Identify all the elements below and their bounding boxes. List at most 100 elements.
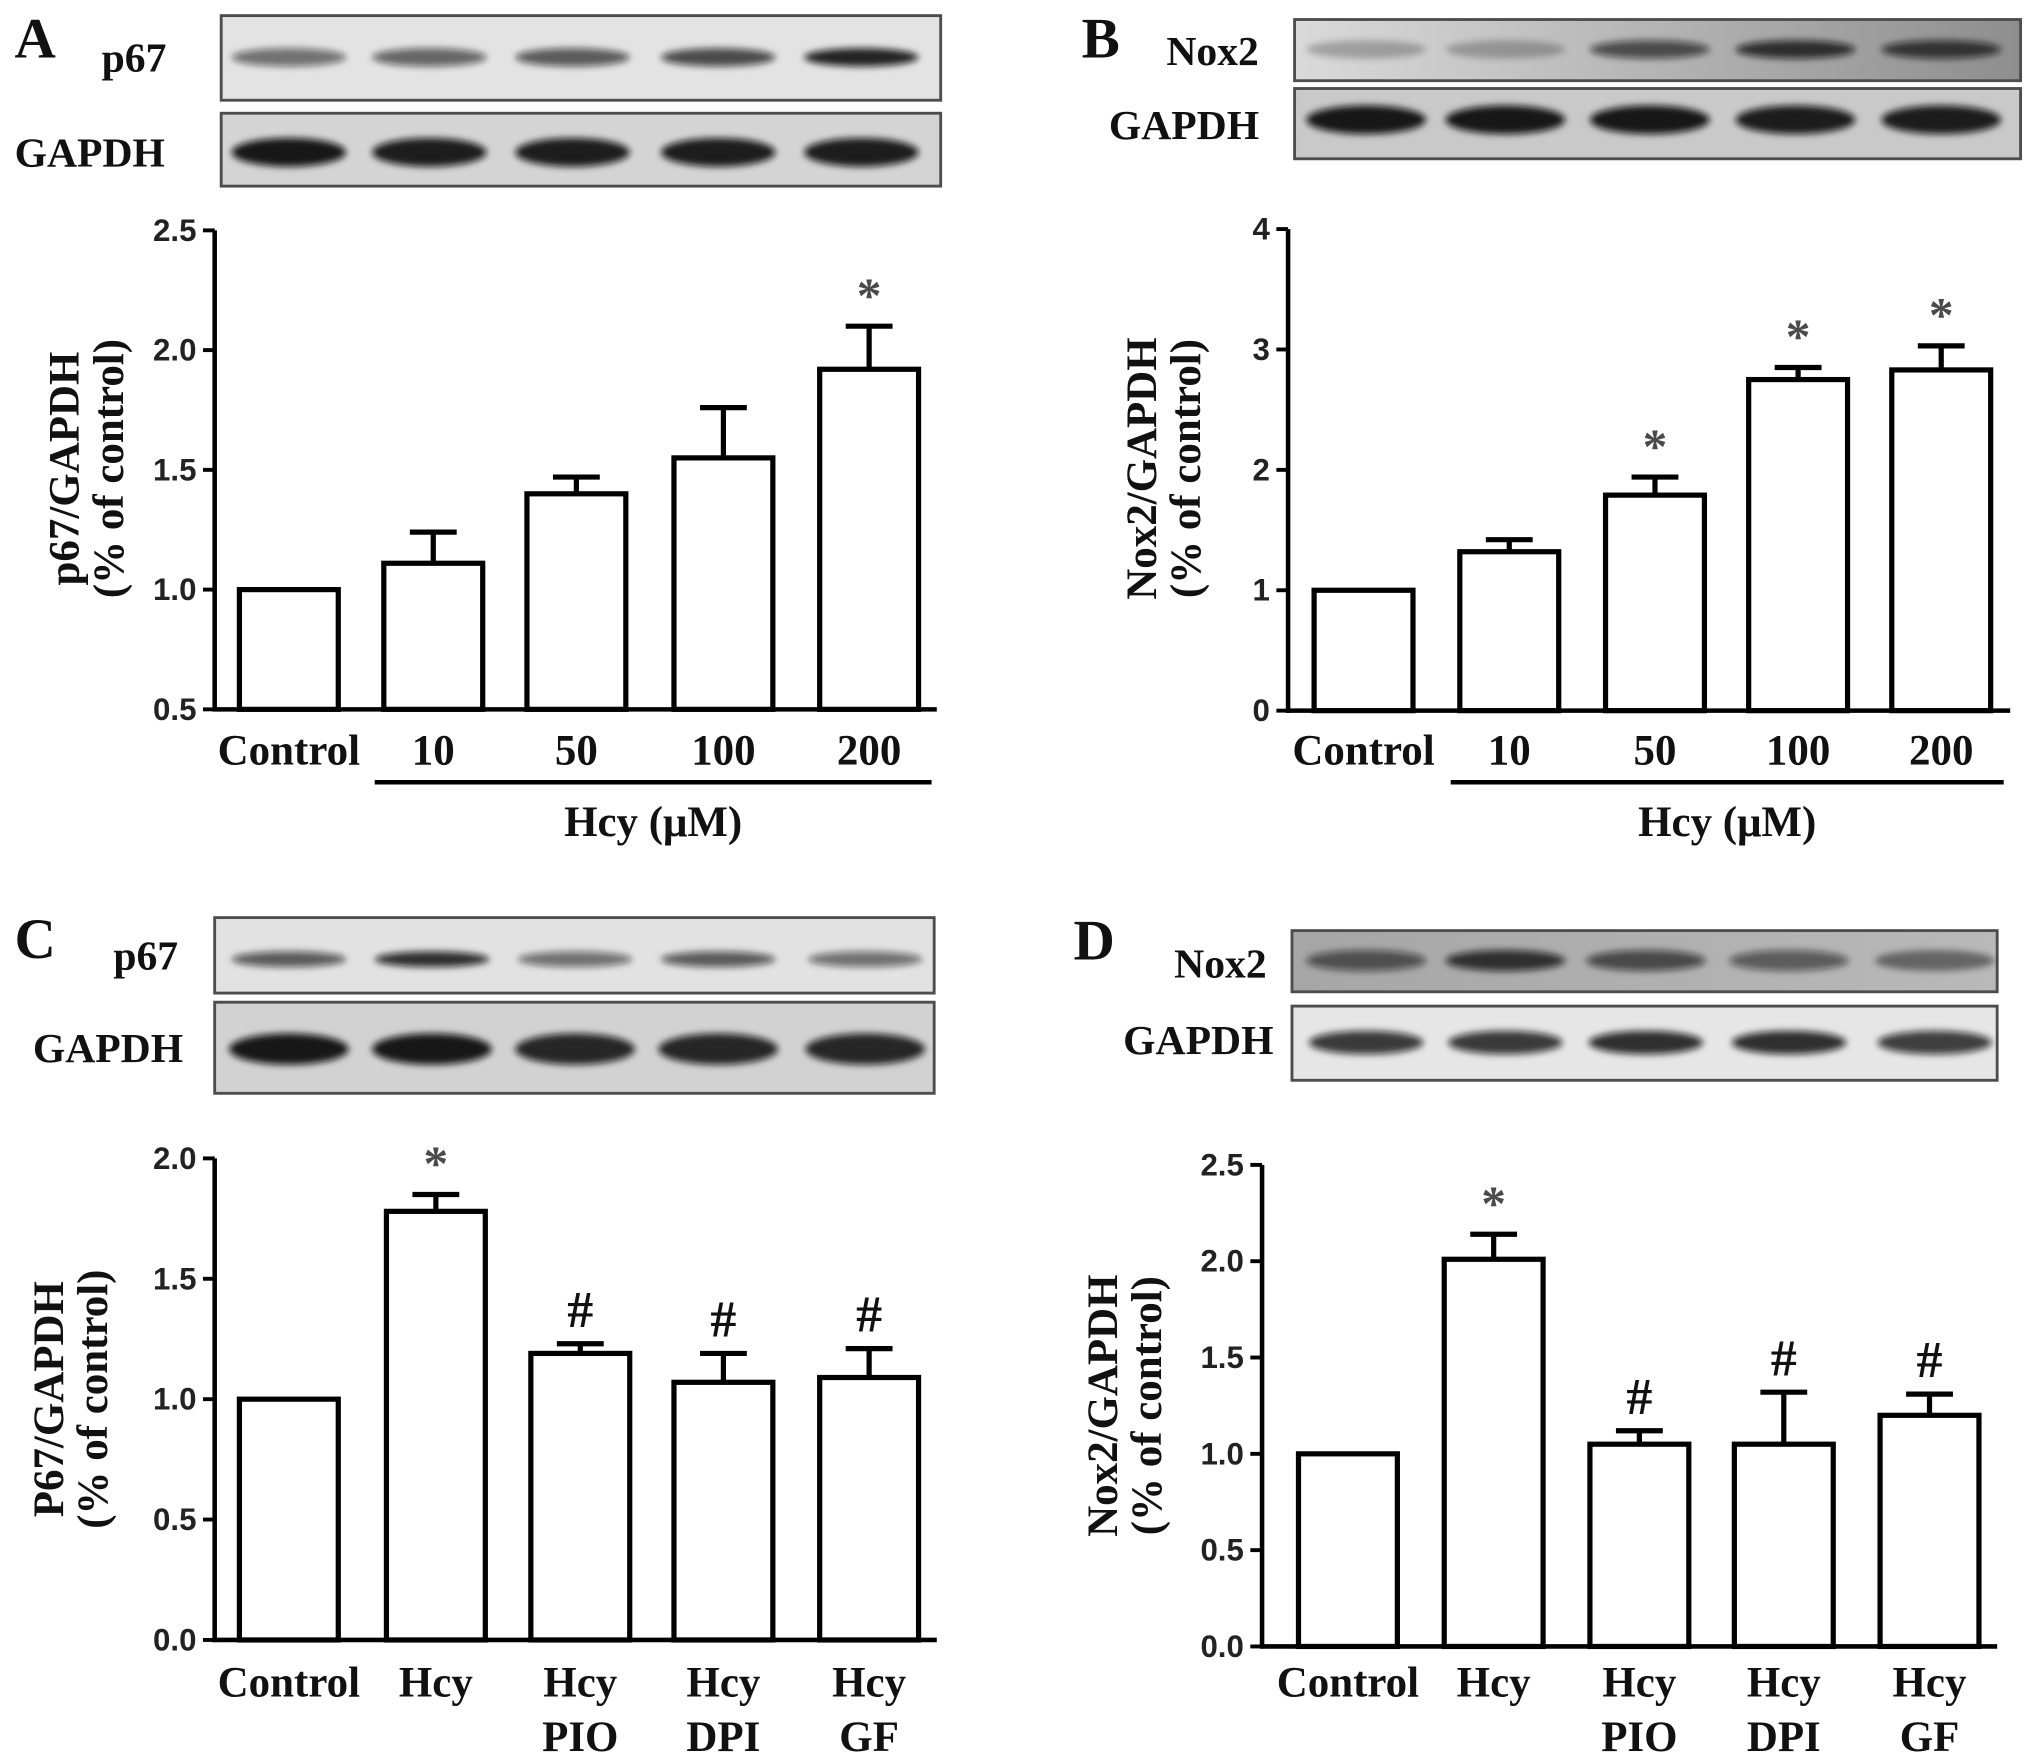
x-category-label: 100	[691, 727, 755, 774]
significance-marker: *	[1929, 288, 1954, 343]
blot-band	[1448, 1030, 1563, 1055]
error-bar	[1760, 1389, 1808, 1445]
blot-band	[1445, 950, 1566, 971]
x-category-label: Hcy	[1602, 1659, 1676, 1706]
western-blot-p67	[219, 14, 943, 102]
y-tick-label: 1.0	[153, 572, 196, 607]
y-tick-label: 2.0	[153, 333, 196, 368]
x-category-label: Hcy	[1457, 1659, 1531, 1706]
panel-c: C p67 GAPDH * # # #0.0 0.5 1.0 1.5 2.0 Control Hc…	[14, 908, 937, 1761]
panel-d: D Nox2 GAPDH * # # #0.0 0.5 1.0 1.5 2.0 2.5 Contr…	[1074, 910, 1999, 1761]
western-blot-gapdh	[219, 111, 943, 188]
significance-marker: #	[856, 1287, 882, 1344]
blot-area	[219, 14, 943, 188]
significance-marker: #	[1917, 1332, 1943, 1389]
blot-band	[804, 48, 919, 67]
blot-band	[1729, 950, 1849, 971]
blot-label-p67: p67	[113, 934, 178, 980]
y-tick-label: 2.5	[153, 213, 196, 248]
y-axis-label: P67/GAPDH	[26, 1281, 73, 1517]
panel-b: B Nox2 GAPDH * * * 0 1 2 3 4 Control 10 50 100 200 Hc…	[1082, 8, 2023, 846]
x-category-label: GF	[839, 1714, 899, 1761]
blot-band	[660, 951, 776, 968]
bar-hcy-gf	[1877, 1412, 1982, 1650]
x-category-label: GF	[1900, 1714, 1960, 1761]
x-category-label: 10	[1488, 727, 1531, 774]
bar-10	[1457, 549, 1562, 714]
error-bar	[1906, 1391, 1953, 1416]
significance-marker: *	[424, 1136, 449, 1191]
x-category-label: PIO	[1601, 1714, 1677, 1761]
error-bar	[556, 1341, 604, 1354]
bar-chart: * * * 0 1 2 3 4 Control 10 50 100 200 Hcy (μM) Nox2/GA…	[1119, 212, 2011, 846]
blot-band	[1588, 1030, 1704, 1055]
error-bar	[699, 1350, 747, 1383]
western-blot-gapdh	[1290, 1004, 1999, 1082]
blot-band	[1445, 105, 1566, 135]
x-category-label: DPI	[686, 1714, 760, 1761]
blot-band	[372, 48, 487, 67]
error-bar	[1774, 364, 1822, 380]
bar-50	[524, 491, 629, 712]
significance-marker: #	[1626, 1369, 1652, 1426]
x-category-label: Hcy	[399, 1659, 473, 1706]
blot-label-nox2: Nox2	[1174, 941, 1266, 987]
y-tick-label: 1.5	[153, 1261, 196, 1296]
y-axis-label: (% of control)	[86, 339, 133, 598]
panel-letter: B	[1082, 8, 1120, 71]
blot-label-gapdh: GAPDH	[33, 1026, 183, 1072]
x-category-label: 50	[555, 727, 598, 774]
blot-band	[1445, 40, 1566, 59]
y-axis-label: Nox2/GAPDH	[1119, 337, 1166, 599]
y-tick-label: 0	[1252, 693, 1269, 728]
blot-band	[1874, 950, 1995, 971]
bar-chart: * # # #0.0 0.5 1.0 1.5 2.0 2.5 Control Hcy Hcy PIO Hc…	[1080, 1147, 1998, 1761]
y-tick-label: 1.0	[153, 1382, 196, 1417]
blot-band	[372, 137, 487, 167]
panel-a: A p67 GAPDH * 0.5 1.0 1.5 2.0 2.5 Control 10 50 1…	[14, 8, 943, 846]
y-axis-label: (% of control)	[1124, 1276, 1171, 1535]
blot-band	[1735, 40, 1856, 59]
y-tick-label: 0.5	[153, 692, 196, 727]
western-blot-nox2	[1293, 18, 2023, 83]
x-category-label: PIO	[542, 1714, 618, 1761]
blot-band	[1308, 1030, 1424, 1055]
blot-band	[374, 951, 490, 968]
blot-band	[231, 48, 347, 67]
blot-label-nox2: Nox2	[1166, 29, 1258, 75]
error-bar	[1615, 1428, 1663, 1445]
y-axis-label: Nox2/GAPDH	[1080, 1274, 1127, 1536]
y-tick-label: 2	[1252, 452, 1269, 487]
bar-hcy	[1441, 1256, 1546, 1650]
blot-band	[660, 48, 776, 67]
bar-control	[236, 587, 341, 712]
x-category-label: Control	[1277, 1659, 1419, 1706]
y-tick-label: 4	[1252, 212, 1270, 247]
x-category-label: DPI	[1747, 1714, 1821, 1761]
blot-band	[1881, 105, 2002, 135]
error-bar	[552, 474, 600, 494]
x-category-label: Control	[1292, 727, 1434, 774]
bar-200	[817, 366, 922, 712]
blot-band	[228, 1033, 349, 1065]
error-bar	[1631, 474, 1679, 496]
blot-band	[1731, 1030, 1847, 1055]
y-tick-label: 1.5	[1200, 1340, 1243, 1375]
significance-marker: *	[1643, 419, 1668, 474]
blot-band	[804, 137, 919, 167]
western-blot-gapdh	[1293, 87, 2023, 161]
blot-area	[1290, 929, 1999, 1082]
western-blot-gapdh	[213, 1000, 936, 1095]
blot-band	[1735, 105, 1856, 135]
blot-band	[658, 1033, 779, 1065]
blot-band	[1586, 950, 1706, 971]
x-category-label: Hcy	[1747, 1659, 1821, 1706]
blot-band	[805, 1033, 926, 1065]
error-bar	[845, 323, 893, 370]
bar-hcy-pio	[528, 1350, 633, 1643]
blot-band	[515, 48, 630, 67]
bar-50	[1602, 492, 1708, 714]
blot-band	[515, 137, 630, 167]
blot-label-gapdh: GAPDH	[1109, 103, 1259, 149]
